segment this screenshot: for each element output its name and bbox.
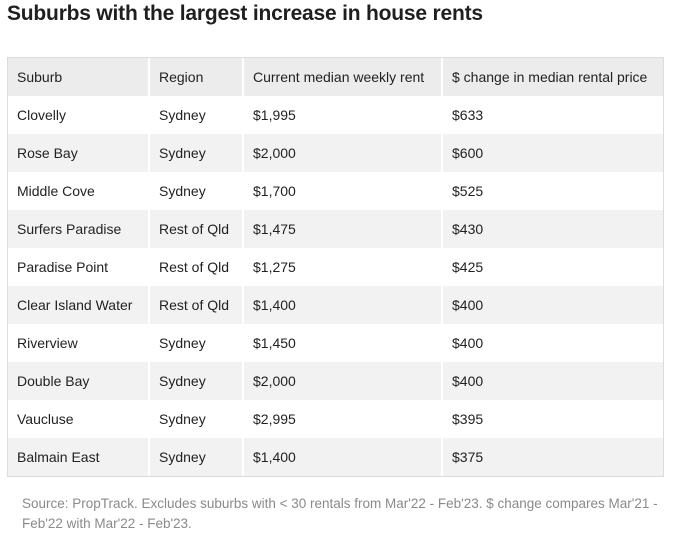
cell-suburb: Surfers Paradise: [8, 210, 150, 248]
header-rent-change: $ change in median rental price: [442, 58, 663, 96]
cell-region: Rest of Qld: [149, 248, 244, 286]
table-row: Vaucluse Sydney $2,995 $395: [8, 400, 663, 438]
table-row: Rose Bay Sydney $2,000 $600: [8, 134, 663, 172]
cell-current-rent: $1,475: [243, 210, 443, 248]
page-title: Suburbs with the largest increase in hou…: [7, 2, 483, 25]
cell-region: Sydney: [149, 134, 244, 172]
table-row: Paradise Point Rest of Qld $1,275 $425: [8, 248, 663, 286]
cell-suburb: Rose Bay: [8, 134, 150, 172]
table-row: Riverview Sydney $1,450 $400: [8, 324, 663, 362]
cell-current-rent: $1,400: [243, 438, 443, 476]
cell-suburb: Vaucluse: [8, 400, 150, 438]
cell-suburb: Riverview: [8, 324, 150, 362]
cell-region: Rest of Qld: [149, 210, 244, 248]
cell-suburb: Double Bay: [8, 362, 150, 400]
cell-suburb: Middle Cove: [8, 172, 150, 210]
cell-region: Sydney: [149, 324, 244, 362]
cell-region: Sydney: [149, 362, 244, 400]
table-row: Clear Island Water Rest of Qld $1,400 $4…: [8, 286, 663, 324]
cell-rent-change: $400: [442, 362, 663, 400]
cell-current-rent: $2,000: [243, 362, 443, 400]
cell-rent-change: $395: [442, 400, 663, 438]
header-current-rent: Current median weekly rent: [243, 58, 443, 96]
cell-current-rent: $1,450: [243, 324, 443, 362]
cell-rent-change: $425: [442, 248, 663, 286]
cell-rent-change: $600: [442, 134, 663, 172]
cell-current-rent: $2,995: [243, 400, 443, 438]
cell-rent-change: $430: [442, 210, 663, 248]
cell-region: Sydney: [149, 400, 244, 438]
cell-suburb: Paradise Point: [8, 248, 150, 286]
cell-rent-change: $400: [442, 286, 663, 324]
cell-suburb: Balmain East: [8, 438, 150, 476]
rent-table: Suburb Region Current median weekly rent…: [8, 58, 663, 476]
cell-current-rent: $1,700: [243, 172, 443, 210]
cell-rent-change: $400: [442, 324, 663, 362]
cell-rent-change: $525: [442, 172, 663, 210]
cell-current-rent: $2,000: [243, 134, 443, 172]
cell-current-rent: $1,995: [243, 96, 443, 134]
table-row: Double Bay Sydney $2,000 $400: [8, 362, 663, 400]
table-row: Middle Cove Sydney $1,700 $525: [8, 172, 663, 210]
cell-current-rent: $1,400: [243, 286, 443, 324]
cell-suburb: Clear Island Water: [8, 286, 150, 324]
table-row: Balmain East Sydney $1,400 $375: [8, 438, 663, 476]
header-suburb: Suburb: [8, 58, 150, 96]
header-region: Region: [149, 58, 244, 96]
cell-region: Rest of Qld: [149, 286, 244, 324]
source-note: Source: PropTrack. Excludes suburbs with…: [22, 496, 658, 531]
cell-region: Sydney: [149, 96, 244, 134]
cell-region: Sydney: [149, 438, 244, 476]
table-row: Surfers Paradise Rest of Qld $1,475 $430: [8, 210, 663, 248]
cell-region: Sydney: [149, 172, 244, 210]
rent-table-container: Suburb Region Current median weekly rent…: [7, 57, 664, 477]
cell-rent-change: $375: [442, 438, 663, 476]
table-header-row: Suburb Region Current median weekly rent…: [8, 58, 663, 96]
cell-current-rent: $1,275: [243, 248, 443, 286]
cell-rent-change: $633: [442, 96, 663, 134]
cell-suburb: Clovelly: [8, 96, 150, 134]
table-row: Clovelly Sydney $1,995 $633: [8, 96, 663, 134]
